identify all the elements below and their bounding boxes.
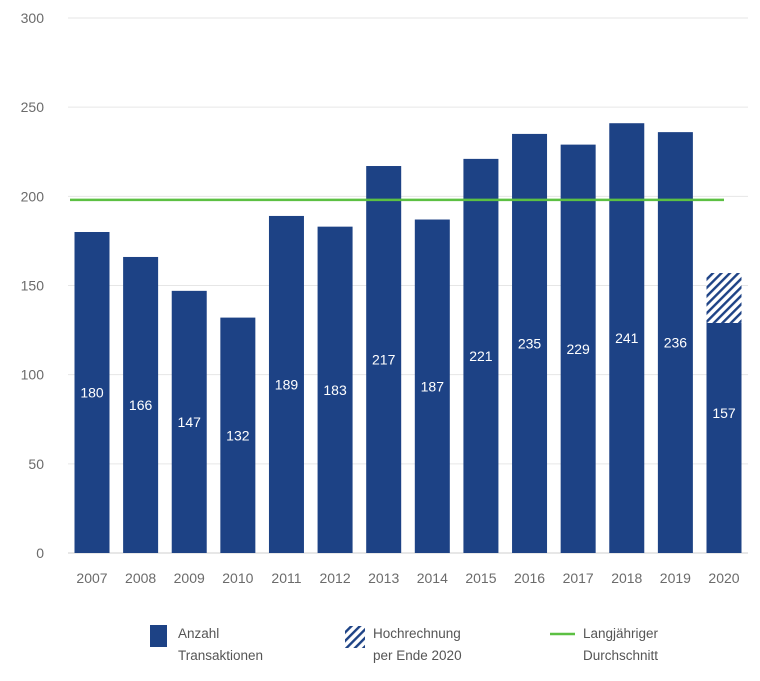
y-tick-label: 50 [28, 456, 44, 472]
legend-swatch-solid [150, 625, 167, 647]
x-tick-label: 2010 [222, 570, 253, 586]
bar [74, 232, 110, 553]
data-label: 147 [178, 414, 202, 430]
y-tick-label: 250 [21, 99, 45, 115]
x-tick-label: 2020 [708, 570, 739, 586]
data-label: 221 [469, 348, 493, 364]
x-tick-label: 2017 [563, 570, 594, 586]
x-tick-label: 2019 [660, 570, 691, 586]
bar [512, 133, 548, 553]
x-tick-label: 2008 [125, 570, 156, 586]
legend-label: Durchschnitt [583, 648, 658, 663]
data-label: 217 [372, 352, 396, 368]
data-label: 180 [80, 385, 104, 401]
data-label: 187 [421, 378, 445, 394]
legend-label: Hochrechnung [373, 626, 461, 641]
data-label: 183 [323, 382, 347, 398]
x-tick-label: 2018 [611, 570, 642, 586]
legend-swatch-hatch [345, 626, 365, 648]
bar [171, 290, 207, 553]
y-tick-label: 100 [21, 367, 45, 383]
projection-bar [706, 273, 742, 323]
bar [123, 256, 159, 553]
x-tick-label: 2011 [271, 570, 301, 586]
x-tick-label: 2016 [514, 570, 545, 586]
data-label: 157 [712, 405, 736, 421]
data-label: 235 [518, 335, 542, 351]
x-tick-label: 2014 [417, 570, 448, 586]
data-label: 241 [615, 330, 639, 346]
data-label: 132 [226, 427, 250, 443]
legend-label: per Ende 2020 [373, 648, 462, 663]
x-tick-label: 2012 [319, 570, 350, 586]
data-label: 189 [275, 376, 299, 392]
bar [366, 166, 402, 553]
bar [317, 226, 353, 553]
bar [220, 317, 256, 553]
x-tick-label: 2009 [174, 570, 205, 586]
bar [414, 219, 450, 553]
data-label: 229 [566, 341, 590, 357]
y-tick-label: 0 [36, 545, 44, 561]
legend-label: Transaktionen [178, 648, 263, 663]
data-label: 236 [664, 335, 688, 351]
bar [560, 144, 596, 553]
y-tick-label: 300 [21, 10, 45, 26]
data-label: 166 [129, 397, 153, 413]
bar [463, 158, 499, 553]
x-tick-label: 2007 [76, 570, 107, 586]
bar [609, 123, 645, 553]
legend-label: Anzahl [178, 626, 219, 641]
x-tick-label: 2015 [465, 570, 496, 586]
bar [706, 322, 742, 553]
y-tick-label: 150 [21, 278, 45, 294]
x-tick-label: 2013 [368, 570, 399, 586]
legend-label: Langjähriger [583, 626, 659, 641]
y-tick-label: 200 [21, 188, 45, 204]
bar [268, 215, 304, 553]
bar [657, 132, 693, 553]
